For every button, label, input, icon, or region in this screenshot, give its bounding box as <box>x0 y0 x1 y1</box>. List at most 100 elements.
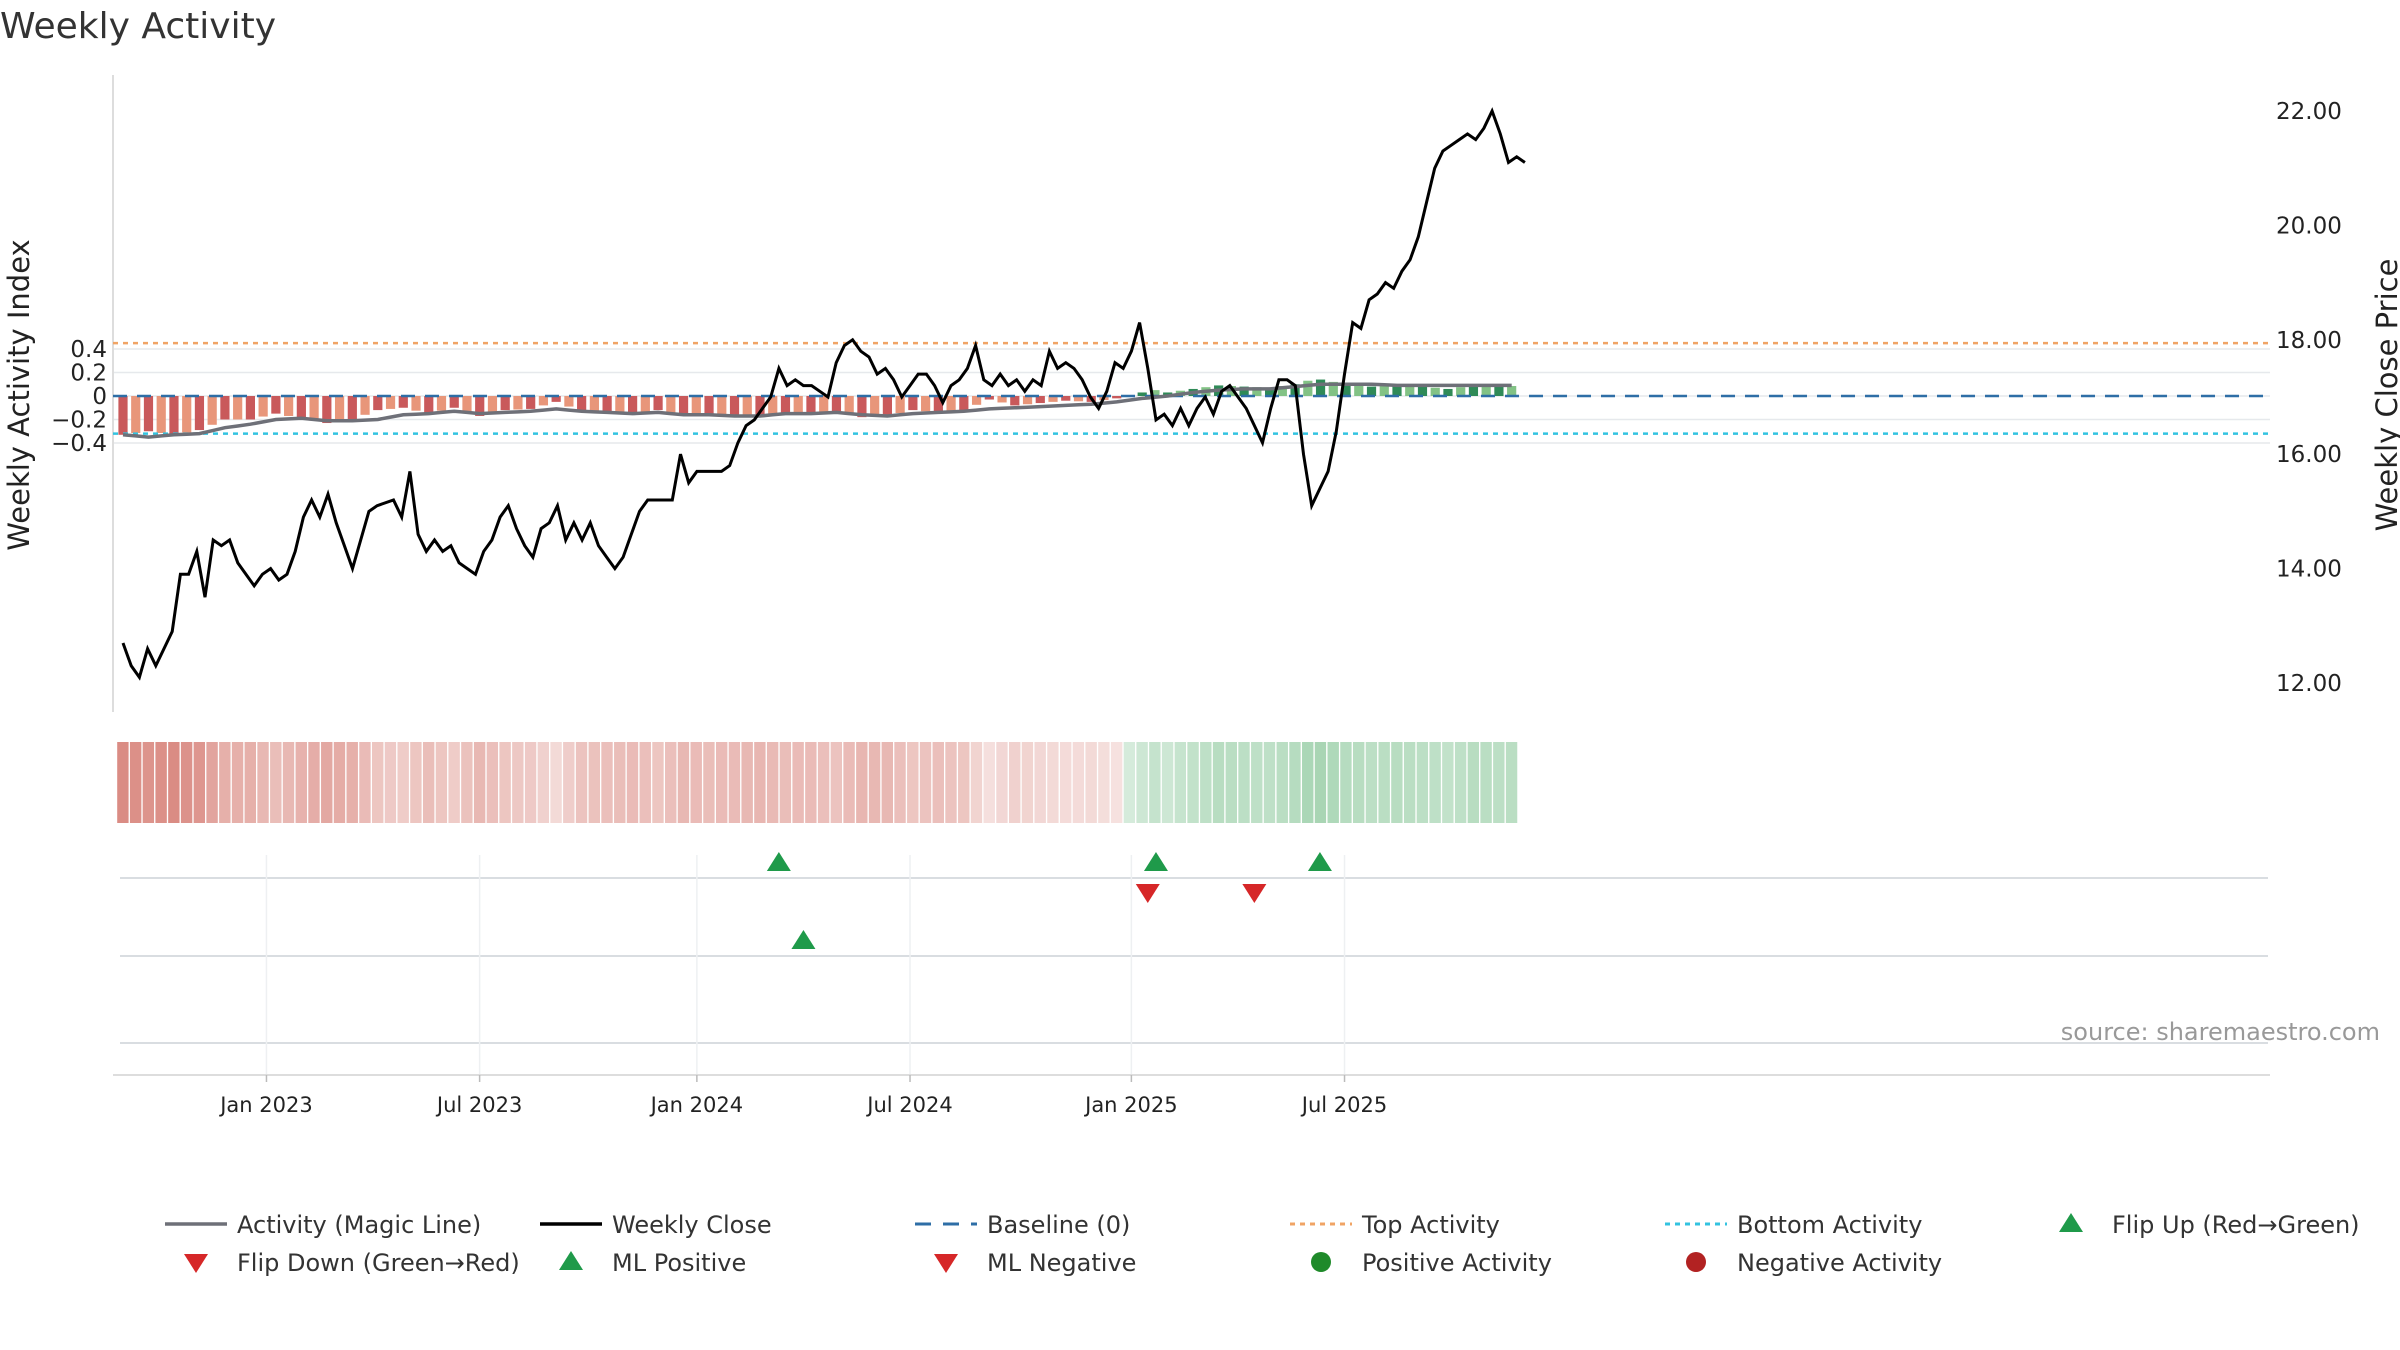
activity-bar <box>449 396 459 408</box>
strip-cell <box>512 742 524 823</box>
activity-bar <box>385 396 396 409</box>
activity-bar <box>131 396 141 434</box>
activity-bar <box>1303 380 1313 396</box>
strip-cell <box>1429 742 1442 823</box>
legend-label: ML Positive <box>612 1249 746 1277</box>
strip-cell <box>486 742 499 823</box>
strip-cell <box>1072 742 1085 823</box>
strip-cell <box>1161 742 1174 823</box>
strip-cell <box>958 742 970 823</box>
activity-bar <box>500 396 510 411</box>
strip-cell <box>996 742 1008 823</box>
legend-item: Top Activity <box>1290 1211 1500 1239</box>
legend-item: Bottom Activity <box>1665 1211 1922 1239</box>
strip-cell <box>550 742 562 823</box>
activity-bar <box>577 396 587 412</box>
strip-cell <box>1059 742 1072 823</box>
legend-label: Top Activity <box>1361 1211 1500 1239</box>
activity-bar <box>1315 379 1326 396</box>
legend-label: ML Negative <box>987 1249 1136 1277</box>
strip-cell <box>180 742 193 823</box>
strip-cell <box>1110 742 1123 823</box>
activity-bar <box>959 396 969 411</box>
legend-item: ML Negative <box>934 1249 1136 1277</box>
activity-bar <box>1443 388 1453 396</box>
strip-cell <box>1123 742 1136 823</box>
activity-bar <box>895 396 905 414</box>
magic-line <box>122 382 1512 439</box>
activity-bar <box>487 396 498 414</box>
activity-bar <box>1481 386 1491 396</box>
legend-label: Flip Down (Green→Red) <box>237 1249 520 1277</box>
activity-bar <box>526 396 536 409</box>
strip-cell <box>1352 742 1365 823</box>
activity-bar <box>347 396 357 420</box>
activity-bar <box>704 396 714 414</box>
activity-bar <box>1022 396 1033 405</box>
legend-label: Activity (Magic Line) <box>237 1211 481 1239</box>
legend-label: Negative Activity <box>1737 1249 1942 1277</box>
strip-cell <box>792 742 805 823</box>
strip-cell <box>155 742 168 823</box>
strip-cell <box>168 742 180 823</box>
activity-bar <box>233 396 243 420</box>
strip-cell <box>308 742 320 823</box>
strip-cell <box>1136 742 1148 823</box>
activity-bar <box>258 396 268 417</box>
strip-cell <box>970 742 983 823</box>
legend-swatch <box>184 1254 208 1273</box>
strip-cell <box>1340 742 1352 823</box>
strip-cell <box>384 742 397 823</box>
strip-cell <box>1098 742 1110 823</box>
x-axis-ticks: Jan 2023 Jul 2023 Jan 2024 Jul 2024 Jan 2025… <box>218 1075 1387 1117</box>
legend-item: Activity (Magic Line) <box>165 1211 481 1239</box>
strip-cell <box>193 742 206 823</box>
flip-down-marker <box>1242 884 1267 903</box>
strip-cell <box>1454 742 1467 823</box>
activity-bar <box>1265 387 1275 396</box>
activity-bar <box>424 396 434 414</box>
legend-swatch <box>1686 1252 1706 1272</box>
activity-bar <box>296 396 306 419</box>
right-tick-label: 18.00 <box>2276 328 2342 354</box>
activity-bar <box>933 396 943 413</box>
activity-bar <box>334 396 345 422</box>
strip-cell <box>907 742 919 823</box>
activity-bar <box>844 396 854 415</box>
activity-bar <box>322 396 332 424</box>
activity-bar <box>908 396 918 411</box>
strip-cell <box>1314 742 1327 823</box>
strip-cell <box>563 742 575 823</box>
legend-swatch <box>559 1251 583 1270</box>
legend-swatch <box>934 1254 958 1273</box>
activity-bars <box>118 379 1517 435</box>
activity-bar <box>1430 387 1440 396</box>
activity-bar <box>220 396 230 420</box>
signal-panel <box>113 852 2270 1076</box>
activity-bar <box>742 396 752 416</box>
activity-bar <box>870 396 880 417</box>
strip-cell <box>1480 742 1492 823</box>
left-tick-label: 0 <box>92 384 107 410</box>
strip-cell <box>1034 742 1047 823</box>
activity-bar <box>1277 386 1287 396</box>
strip-cell <box>1009 742 1021 823</box>
strip-cell <box>1442 742 1454 823</box>
strip-cell <box>1212 742 1225 823</box>
strip-cell <box>715 742 728 823</box>
legend-item: Weekly Close <box>540 1211 772 1239</box>
left-tick-label: 0.2 <box>70 361 107 387</box>
strip-cell <box>830 742 843 823</box>
strip-cell <box>422 742 435 823</box>
strip-cell <box>881 742 894 823</box>
strip-cell <box>677 742 690 823</box>
activity-bar <box>551 396 561 402</box>
activity-bar <box>1252 387 1262 396</box>
activity-bar <box>780 396 791 414</box>
strip-cell <box>282 742 295 823</box>
strip-cell <box>703 742 715 823</box>
strip-cell <box>231 742 244 823</box>
strip-cell <box>843 742 855 823</box>
strip-cell <box>435 742 448 823</box>
activity-bar <box>1468 385 1479 396</box>
